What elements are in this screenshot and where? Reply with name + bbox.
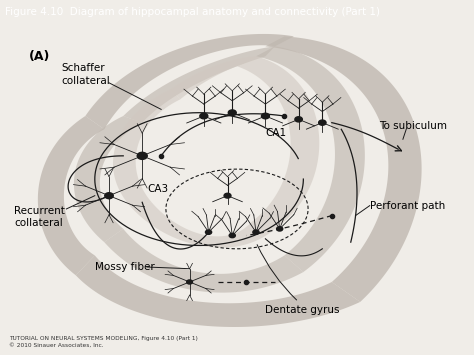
Circle shape bbox=[224, 193, 231, 198]
Circle shape bbox=[137, 152, 147, 159]
Polygon shape bbox=[123, 46, 275, 123]
Circle shape bbox=[200, 113, 208, 119]
Polygon shape bbox=[133, 202, 275, 248]
Polygon shape bbox=[74, 116, 142, 242]
Polygon shape bbox=[104, 229, 303, 293]
Polygon shape bbox=[38, 116, 104, 275]
Text: Schaffer
collateral: Schaffer collateral bbox=[62, 63, 110, 86]
Polygon shape bbox=[76, 256, 360, 327]
Circle shape bbox=[276, 227, 283, 231]
Text: Recurrent
collateral: Recurrent collateral bbox=[14, 206, 65, 229]
Circle shape bbox=[229, 233, 235, 237]
Circle shape bbox=[262, 113, 269, 119]
Polygon shape bbox=[85, 34, 294, 129]
Circle shape bbox=[206, 230, 211, 234]
Circle shape bbox=[295, 117, 302, 122]
Polygon shape bbox=[237, 56, 319, 229]
Circle shape bbox=[319, 120, 326, 125]
Text: © 2010 Sinauer Associates, Inc.: © 2010 Sinauer Associates, Inc. bbox=[9, 343, 104, 348]
Polygon shape bbox=[256, 46, 365, 272]
Circle shape bbox=[253, 230, 259, 234]
Text: Figure 4.10  Diagram of hippocampal anatomy and connectivity (Part 1): Figure 4.10 Diagram of hippocampal anato… bbox=[5, 6, 380, 17]
Text: To subiculum: To subiculum bbox=[379, 121, 447, 131]
Circle shape bbox=[187, 280, 192, 284]
Polygon shape bbox=[171, 56, 256, 99]
Polygon shape bbox=[113, 89, 180, 209]
Text: (A): (A) bbox=[28, 50, 50, 63]
Text: CA1: CA1 bbox=[265, 127, 287, 138]
Text: Perforant path: Perforant path bbox=[370, 201, 445, 211]
Circle shape bbox=[228, 110, 236, 115]
Text: Dentate gyrus: Dentate gyrus bbox=[265, 305, 340, 315]
Text: Mossy fiber: Mossy fiber bbox=[95, 262, 155, 272]
Text: TUTORIAL ON NEURAL SYSTEMS MODELING, Figure 4.10 (Part 1): TUTORIAL ON NEURAL SYSTEMS MODELING, Fig… bbox=[9, 336, 198, 341]
Circle shape bbox=[105, 193, 113, 199]
Text: CA3: CA3 bbox=[147, 184, 168, 194]
Polygon shape bbox=[265, 36, 421, 302]
